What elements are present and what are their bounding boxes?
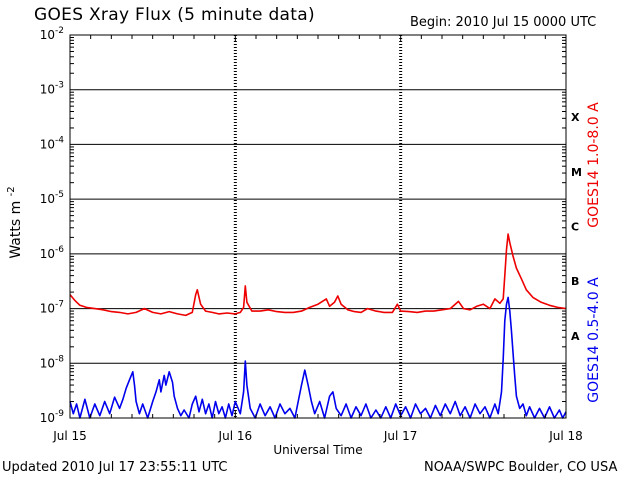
- y-tick-label: 10-9: [40, 409, 65, 425]
- x-axis-ticks: Jul 15 Jul 16 Jul 17 Jul 18: [52, 35, 583, 443]
- y-axis-label: Watts m -2: [6, 186, 24, 258]
- x-tick-label: Jul 16: [218, 429, 253, 443]
- legend-entry: GOES14 1.0-8.0 A: [586, 102, 602, 228]
- y-tick-label: 10-3: [40, 81, 64, 97]
- flare-class-label: A: [571, 330, 580, 343]
- flare-class-label: M: [571, 166, 582, 179]
- day-dividers: [233, 35, 403, 418]
- flare-class-label: B: [571, 275, 579, 288]
- plot-frame: [69, 34, 567, 419]
- flare-class-label: X: [571, 111, 580, 124]
- y-tick-label: 10-4: [40, 135, 65, 151]
- grid-lines: [70, 34, 566, 419]
- series-legend: GOES14 1.0-8.0 A GOES14 0.5-4.0 A: [586, 102, 602, 403]
- series-line: [69, 296, 567, 419]
- y-tick-label: 10-5: [40, 190, 64, 206]
- updated-timestamp: Updated 2010 Jul 17 23:55:11 UTC: [2, 460, 228, 475]
- chart-title: GOES Xray Flux (5 minute data): [34, 5, 315, 25]
- x-tick-label: Jul 15: [52, 429, 87, 443]
- y-tick-label: 10-7: [40, 300, 64, 316]
- flare-class-label: C: [571, 221, 579, 234]
- credit-label: NOAA/SWPC Boulder, CO USA: [424, 460, 618, 475]
- flare-class-labels: A B C M X: [571, 111, 582, 343]
- x-axis-label: Universal Time: [273, 443, 362, 457]
- series-line: [69, 233, 567, 317]
- x-tick-label: Jul 18: [548, 429, 583, 443]
- legend-entry: GOES14 0.5-4.0 A: [586, 277, 602, 403]
- y-tick-label: 10-8: [40, 354, 65, 370]
- y-tick-label: 10-6: [40, 245, 65, 261]
- y-tick-label: 10-2: [40, 26, 64, 42]
- y-axis-ticks: 10-9 10-8 10-7 10-6 10-5 10-4 10-3 10-2: [40, 26, 566, 425]
- begin-time-label: Begin: 2010 Jul 15 0000 UTC: [410, 15, 597, 30]
- series-layer: [69, 233, 567, 419]
- x-tick-label: Jul 17: [383, 429, 418, 443]
